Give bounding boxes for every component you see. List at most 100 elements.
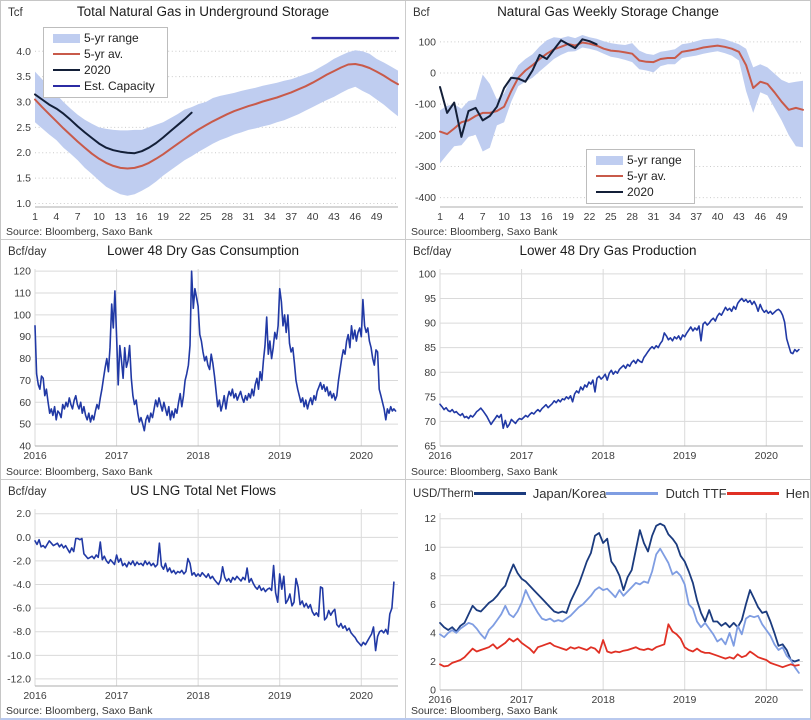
y-tick-label: 100 (418, 36, 436, 48)
x-tick-label: 2016 (428, 450, 452, 462)
x-tick-label: 19 (562, 211, 574, 223)
y-tick-label: -8.0 (13, 626, 31, 638)
y-axis-unit-label: USD/Therm (413, 487, 474, 500)
legend-band-swatch (53, 33, 80, 43)
x-tick-label: 1 (437, 211, 443, 223)
x-tick-label: 2019 (268, 690, 292, 702)
legend-line-swatch (596, 175, 623, 177)
x-tick-label: 37 (690, 211, 702, 223)
legend-line-swatch (53, 85, 80, 87)
x-tick-label: 4 (458, 211, 464, 223)
y-tick-label: 2.5 (16, 122, 31, 134)
y-tick-label: 0 (430, 684, 436, 696)
legend-item: 5-yr av. (596, 169, 682, 183)
panel-header: USD/Therm Japan/Korea Dutch TTF Henry Hub (406, 480, 810, 504)
y-tick-label: 100 (13, 310, 31, 322)
y-tick-label: 50 (19, 419, 31, 431)
y-tick-label: 80 (19, 353, 31, 365)
x-tick-label: 2017 (510, 450, 534, 462)
y-tick-label: -100 (415, 99, 436, 111)
x-tick-label: 2018 (591, 450, 615, 462)
x-tick-label: 22 (584, 211, 596, 223)
y-tick-label: -200 (415, 130, 436, 142)
x-tick-label: 4 (53, 211, 59, 223)
x-tick-label: 2020 (350, 450, 374, 462)
chart-title: Natural Gas Weekly Storage Change (497, 4, 719, 19)
x-tick-label: 16 (136, 211, 148, 223)
x-tick-label: 13 (115, 211, 127, 223)
y-tick-label: 70 (19, 375, 31, 387)
x-tick-label: 7 (480, 211, 486, 223)
legend-line-swatch (596, 191, 623, 193)
y-axis-unit-label: Bcf/day (8, 246, 47, 259)
x-tick-label: 2017 (105, 690, 129, 702)
x-tick-label: 37 (285, 211, 297, 223)
x-tick-label: 2018 (186, 690, 210, 702)
source-note: Source: Bloomberg, Saxo Bank (6, 704, 153, 717)
panel-header: Bcf/day Lower 48 Dry Gas Consumption (1, 240, 405, 260)
legend-label: Dutch TTF (665, 486, 727, 502)
line-lng-net-flows (34, 537, 395, 652)
y-axis-unit-label: Bcf/day (413, 246, 452, 259)
legend-box: 5-yr range 5-yr av. 2020 Est. Capacity (43, 27, 168, 98)
y-tick-label: 95 (424, 293, 436, 305)
chart-title: Lower 48 Dry Gas Consumption (106, 243, 300, 259)
panel-header: Bcf/day US LNG Total Net Flows (1, 480, 405, 500)
legend-item: Henry Hub (726, 486, 810, 502)
legend-line-swatch (606, 492, 659, 496)
panel-header: Tcf Total Natural Gas in Underground Sto… (1, 1, 405, 21)
y-tick-label: 8 (430, 570, 436, 582)
legend-label: 5-yr av. (627, 169, 667, 183)
y-tick-label: 3.5 (16, 71, 31, 83)
legend-label: 2020 (627, 185, 654, 199)
y-axis-unit-label: Tcf (8, 7, 23, 19)
panel-lng-net-flows: Bcf/day US LNG Total Net Flows -12.0 -10.… (1, 479, 405, 718)
y-tick-label: 65 (424, 441, 436, 453)
x-tick-label: 2020 (350, 690, 374, 702)
x-tick-label: 40 (307, 211, 319, 223)
x-tick-label: 34 (264, 211, 276, 223)
y-tick-label: 0.0 (16, 531, 31, 543)
source-note: Source: Bloomberg, Saxo Bank (6, 465, 153, 478)
y-tick-label: -300 (415, 161, 436, 173)
x-tick-label: 43 (733, 211, 745, 223)
line-consumption (34, 270, 397, 432)
legend-label: Henry Hub (785, 486, 810, 502)
y-tick-label: 80 (424, 367, 436, 379)
legend-box: 5-yr range 5-yr av. 2020 (586, 149, 695, 204)
panel-weekly-storage-change: Bcf Natural Gas Weekly Storage Change -4… (406, 1, 810, 240)
legend-label: Est. Capacity (84, 79, 155, 93)
line-5-yr av. (34, 63, 399, 170)
x-tick-label: 25 (200, 211, 212, 223)
x-tick-label: 43 (328, 211, 340, 223)
y-tick-label: 40 (19, 441, 31, 453)
x-tick-label: 2016 (23, 450, 47, 462)
x-tick-label: 31 (243, 211, 255, 223)
panel-underground-storage: Tcf Total Natural Gas in Underground Sto… (1, 1, 405, 240)
x-tick-label: 2016 (428, 694, 452, 706)
gridlines (439, 512, 803, 691)
x-tick-label: 28 (221, 211, 233, 223)
y-tick-label: 2.0 (16, 508, 31, 520)
legend-line-swatch (473, 492, 526, 496)
legend-item: 2020 (53, 63, 155, 77)
storage-chart-svg: 1.0 1.5 2.0 2.5 3.0 3.5 4.0 1 4 7 10 13 16 19 22 25 28 31… (16, 36, 400, 223)
x-tick-label: 2017 (105, 450, 129, 462)
y-tick-label: -2.0 (13, 555, 31, 567)
band-5-yr range (440, 35, 803, 164)
line-2020 (439, 38, 598, 138)
y-tick-label: 110 (14, 288, 31, 300)
y-tick-label: 90 (424, 318, 436, 330)
panel-header: Bcf/day Lower 48 Dry Gas Production (406, 240, 810, 260)
x-tick-label: 28 (626, 211, 638, 223)
chart-title: Total Natural Gas in Underground Storage (76, 4, 330, 19)
source-note: Source: Bloomberg, Saxo Bank (411, 226, 558, 239)
y-tick-label: 70 (424, 416, 436, 428)
x-tick-label: 2019 (673, 450, 697, 462)
lng-chart-svg: -12.0 -10.0 -8.0 -6.0 -4.0 -2.0 0.0 2.0 2016 2017… (7, 508, 398, 702)
x-tick-label: 16 (541, 211, 553, 223)
legend-item: Japan/Korea (473, 486, 606, 501)
x-tick-label: 1 (32, 211, 38, 223)
